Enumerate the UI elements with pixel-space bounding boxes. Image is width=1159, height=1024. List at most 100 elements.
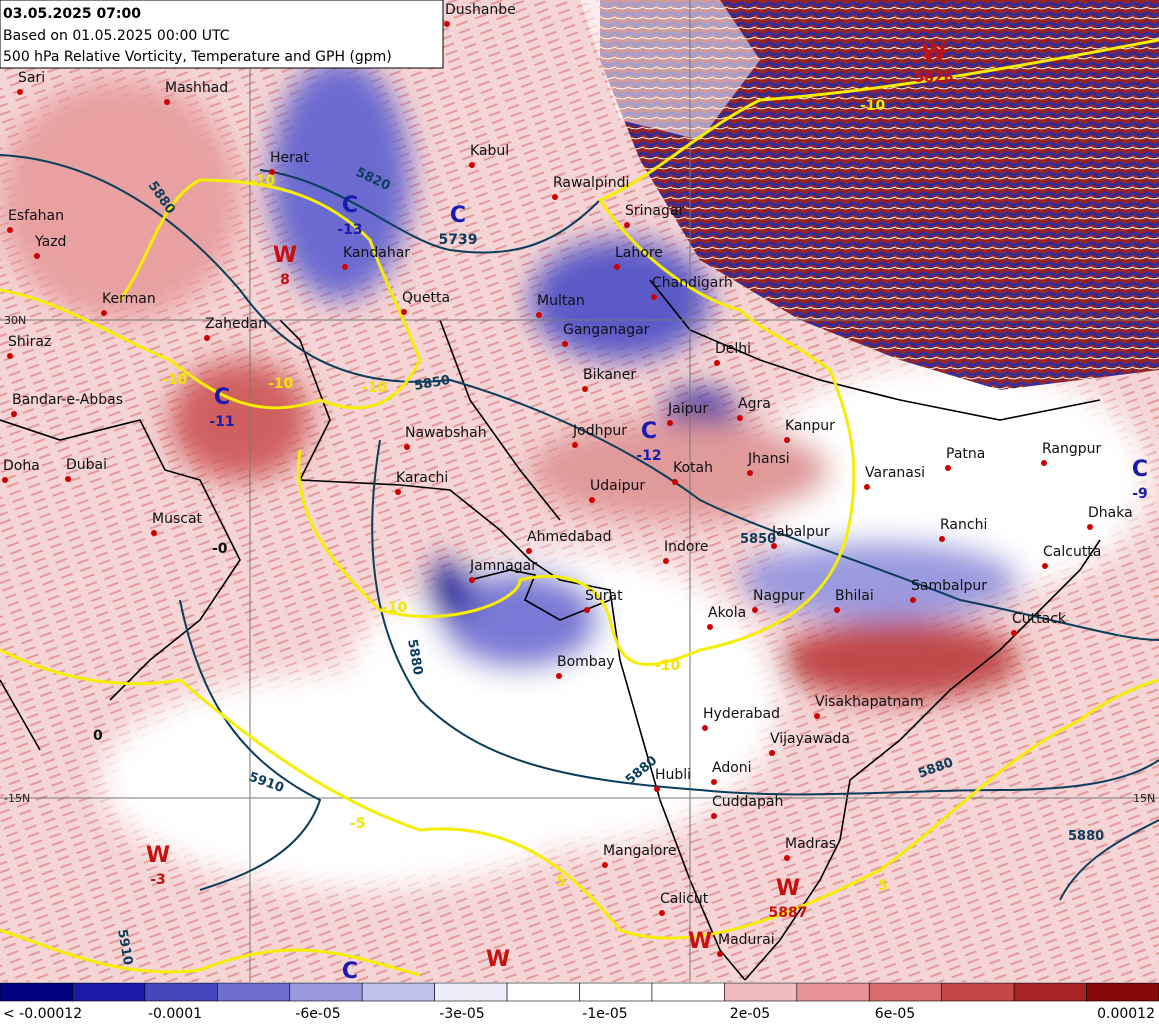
colorbar-label: -6e-05 (295, 1006, 340, 1022)
city-label: Srinagar (625, 203, 684, 219)
system-value: -11 (209, 414, 234, 430)
city-dot (834, 607, 840, 613)
system-letter: W (922, 41, 946, 66)
city-label: Rawalpindi (553, 175, 629, 191)
city-dot (659, 910, 665, 916)
city-dot (814, 713, 820, 719)
city-dot (672, 479, 678, 485)
colorbar-swatch (868, 982, 942, 1002)
city-dot (717, 951, 723, 957)
city-label: Herat (270, 150, 309, 166)
city-dot (939, 536, 945, 542)
system-letter: W (486, 947, 510, 972)
colorbar-swatch (144, 982, 218, 1002)
city-label: Sambalpur (911, 578, 987, 594)
city-label: Akola (708, 605, 746, 621)
city-dot (771, 543, 777, 549)
city-dot (572, 442, 578, 448)
system-value: -13 (337, 222, 362, 238)
system-value: -9 (1132, 486, 1148, 502)
city-label: Mashhad (165, 80, 228, 96)
grid-label: -15N (4, 792, 30, 805)
city-label: Ganganagar (563, 322, 650, 338)
gph-label: 5850 (413, 373, 451, 394)
temperature-label: -10 (268, 376, 294, 392)
city-label: Kandahar (343, 245, 410, 261)
city-dot (711, 779, 717, 785)
city-dot (7, 353, 13, 359)
city-dot (910, 597, 916, 603)
city-label: Surat (585, 588, 623, 604)
city-label: Calicut (660, 891, 709, 907)
city-label: Agra (738, 396, 771, 412)
system-letter: W (146, 843, 170, 868)
temperature-label: 0 (93, 728, 103, 744)
colorbar-swatch (1013, 982, 1087, 1002)
gph-contours (0, 154, 1159, 901)
city-label: Shiraz (8, 334, 51, 350)
colorbar-swatch (72, 982, 146, 1002)
colorbar-label: -3e-05 (439, 1006, 484, 1022)
city-dot (737, 415, 743, 421)
gph-label: 5880 (1068, 829, 1104, 844)
city-label: Doha (3, 458, 40, 474)
city-label: Indore (664, 539, 709, 555)
city-label: Bikaner (583, 367, 636, 383)
city-label: Jamnagar (469, 558, 537, 574)
city-dot (624, 222, 630, 228)
system-letter: C (342, 193, 358, 218)
temperature-label: -10 (250, 173, 276, 189)
colorbar-label: -1e-05 (582, 1006, 627, 1022)
temperature-label: -10 (382, 600, 408, 616)
gph-label: 5850 (740, 532, 776, 547)
valid-time: 03.05.2025 07:00 (3, 6, 141, 22)
city-layer: Dushanbe Mashhad Sari Herat Kabul Esfahan Yazd… (2, 2, 1133, 957)
city-dot (1042, 563, 1048, 569)
city-dot (151, 530, 157, 536)
city-dot (469, 162, 475, 168)
colorbar-swatch (796, 982, 870, 1002)
city-dot (584, 607, 590, 613)
temperature-label: 5 (878, 878, 888, 894)
system-value: 5739 (439, 232, 478, 248)
city-label: Muscat (152, 511, 203, 527)
city-label: Sari (18, 70, 45, 86)
colorbar-swatch (941, 982, 1015, 1002)
city-label: Adoni (712, 760, 752, 776)
city-label: Multan (537, 293, 585, 309)
system-value: -12 (636, 448, 661, 464)
city-label: Kabul (470, 143, 509, 159)
city-dot (1011, 630, 1017, 636)
city-dot (1087, 524, 1093, 530)
system-value: 8 (280, 272, 290, 288)
temperature-label: -10 (860, 98, 886, 114)
city-label: Cuttack (1012, 611, 1067, 627)
label-layer: W 8 C -13 C 5739 C -11 C -12 W 5826 W -3 C -9 W 5887 C W W 58… (4, 41, 1155, 984)
temperature-label: -10 (162, 372, 188, 388)
city-label: Bhilai (835, 588, 874, 604)
city-dot (747, 470, 753, 476)
system-letter: C (641, 419, 657, 444)
city-label: Jabalpur (771, 524, 830, 540)
header-box (0, 0, 444, 69)
city-dot (752, 607, 758, 613)
city-label: Hubli (655, 767, 691, 783)
city-dot (562, 341, 568, 347)
colorbar-swatch (361, 982, 435, 1002)
colorbar-swatch (651, 982, 725, 1002)
temperature-label: 5 (556, 874, 566, 890)
temperature-contours (0, 38, 1159, 977)
city-dot (711, 813, 717, 819)
city-label: Nagpur (753, 588, 805, 604)
system-letter: C (342, 959, 358, 984)
city-label: Esfahan (8, 208, 64, 224)
city-dot (602, 862, 608, 868)
city-dot (556, 673, 562, 679)
grid-label: 15N (1133, 792, 1155, 805)
city-label: Lahore (615, 245, 663, 261)
city-label: Karachi (396, 470, 448, 486)
city-dot (1041, 460, 1047, 466)
city-label: Kerman (102, 291, 156, 307)
gph-label: 5910 (114, 928, 135, 966)
